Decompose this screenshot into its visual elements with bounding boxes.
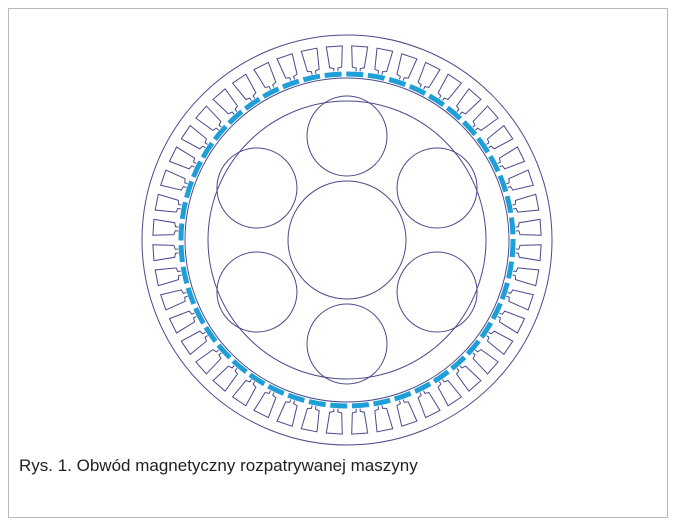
stator-slot <box>154 267 182 287</box>
stator-slot <box>152 244 179 262</box>
stator-slot <box>325 45 343 72</box>
rotor-hole <box>396 251 478 333</box>
stator-slot <box>506 289 534 311</box>
stator-slot <box>180 124 208 150</box>
stator-outer <box>141 34 553 446</box>
stator-slot <box>154 193 182 213</box>
stator-slot <box>497 146 526 170</box>
stator-slot <box>253 61 277 90</box>
rotor-inner <box>207 100 487 380</box>
stator-slot <box>417 61 441 90</box>
stator-slot <box>212 88 239 115</box>
stator-slot <box>212 365 239 392</box>
stator-slot <box>374 405 394 433</box>
shaft <box>287 180 407 300</box>
stator-slot <box>417 390 441 419</box>
stator-slot <box>437 73 463 101</box>
stator-slot <box>486 124 514 150</box>
stator-slot <box>351 45 369 72</box>
stator-slot <box>396 53 418 81</box>
stator-slot <box>325 408 343 435</box>
stator-slot <box>455 365 482 392</box>
stator-slot <box>276 53 298 81</box>
stator-slot <box>231 73 257 101</box>
stator-slot <box>515 218 542 236</box>
stator-slot <box>276 399 298 427</box>
stator-slot <box>231 379 257 407</box>
stator-slot <box>506 169 534 191</box>
stator-slot <box>486 330 514 356</box>
figure-frame <box>8 8 668 518</box>
stator-slot <box>497 310 526 334</box>
stator-slot <box>396 399 418 427</box>
stator-slot <box>351 408 369 435</box>
rotor-hole <box>396 147 478 229</box>
stator-slot <box>300 405 320 433</box>
stator-slot <box>168 310 197 334</box>
stator-slot <box>300 47 320 75</box>
magnets <box>178 71 516 409</box>
caption: Rys. 1. Obwód magnetyczny rozpatrywanej … <box>19 456 418 475</box>
stator-slot <box>152 218 179 236</box>
stator-slot <box>374 47 394 75</box>
stator-slot <box>160 169 188 191</box>
rotor-hole <box>216 251 298 333</box>
stator-slot <box>168 146 197 170</box>
stator-slot <box>437 379 463 407</box>
rotor-outer <box>184 77 510 403</box>
stator-slot <box>195 105 222 132</box>
machine-cross-section <box>141 34 553 446</box>
stator-slot <box>512 193 540 213</box>
stator-slot <box>455 88 482 115</box>
rotor-hole <box>306 95 388 177</box>
stator-slot <box>180 330 208 356</box>
stator-slot <box>160 289 188 311</box>
stator-slot <box>253 390 277 419</box>
stator-slot <box>195 348 222 375</box>
stator-slot <box>515 244 542 262</box>
rotor-hole <box>216 147 298 229</box>
stator-slot <box>472 348 499 375</box>
stator-slot <box>512 267 540 287</box>
stator-slot <box>472 105 499 132</box>
rotor-hole <box>306 303 388 385</box>
